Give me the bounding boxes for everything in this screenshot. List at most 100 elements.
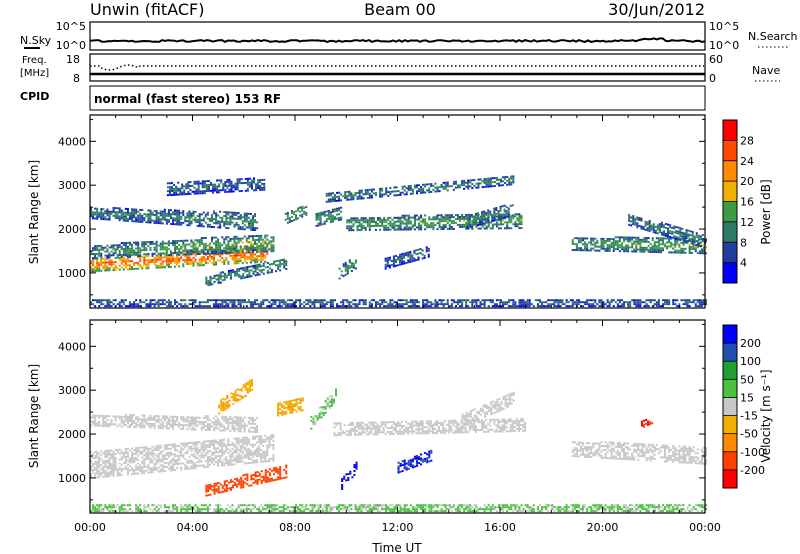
heatmap-cell	[114, 466, 117, 469]
heatmap-cell	[407, 301, 410, 304]
heatmap-cell	[149, 471, 152, 474]
heatmap-cell	[172, 223, 175, 226]
heatmap-cell	[461, 214, 464, 216]
heatmap-cell	[184, 464, 187, 467]
heatmap-cell	[536, 305, 539, 308]
heatmap-cell	[194, 218, 197, 221]
heatmap-cell	[236, 274, 239, 277]
heatmap-cell	[94, 462, 97, 465]
heatmap-cell	[141, 265, 144, 268]
heatmap-cell	[139, 464, 142, 467]
heatmap-cell	[126, 258, 129, 261]
heatmap-cell	[122, 251, 125, 254]
heatmap-cell	[448, 218, 451, 221]
heatmap-cell	[180, 251, 183, 254]
heatmap-cell	[370, 196, 373, 199]
heatmap-cell	[409, 186, 412, 189]
heatmap-cell	[200, 454, 203, 457]
heatmap-cell	[506, 223, 509, 226]
heatmap-cell	[487, 179, 490, 182]
heatmap-cell	[379, 228, 382, 231]
heatmap-cell	[194, 239, 197, 242]
heatmap-cell	[208, 440, 211, 443]
heatmap-cell	[128, 449, 131, 452]
heatmap-cell	[245, 444, 248, 447]
heatmap-cell	[418, 184, 421, 187]
heatmap-cell	[700, 299, 703, 302]
heatmap-cell	[213, 226, 216, 229]
heatmap-cell	[147, 467, 150, 470]
heatmap-cell	[131, 303, 134, 306]
heatmap-cell	[475, 225, 478, 228]
heatmap-cell	[633, 299, 636, 302]
heatmap-cell	[467, 221, 470, 224]
heatmap-cell	[693, 239, 696, 242]
heatmap-cell	[120, 305, 123, 308]
heatmap-cell	[485, 227, 488, 230]
heatmap-cell	[698, 301, 701, 304]
heatmap-cell	[442, 220, 445, 223]
heatmap-cell	[210, 459, 213, 462]
heatmap-cell	[469, 179, 472, 182]
heatmap-cell	[500, 305, 503, 308]
heatmap-cell	[244, 270, 247, 273]
heatmap-cell	[196, 251, 199, 254]
heatmap-cell	[413, 218, 416, 221]
heatmap-cell	[219, 224, 222, 227]
heatmap-cell	[163, 470, 166, 472]
heatmap-cell	[479, 227, 482, 230]
heatmap-cell	[200, 301, 203, 304]
heatmap-cell	[682, 303, 685, 306]
heatmap-cell	[172, 217, 175, 220]
heatmap-cell	[596, 303, 599, 306]
heatmap-cell	[98, 476, 101, 479]
heatmap-cell	[104, 261, 107, 264]
heatmap-cell	[383, 218, 386, 221]
heatmap-cell	[415, 192, 418, 195]
heatmap-cell	[147, 447, 150, 450]
heatmap-cell	[325, 194, 328, 197]
heatmap-cell	[319, 223, 322, 226]
heatmap-cell	[301, 207, 304, 210]
heatmap-cell	[243, 214, 246, 217]
heatmap-cell	[196, 249, 199, 252]
heatmap-cell	[478, 221, 482, 224]
heatmap-cell	[358, 191, 361, 194]
heatmap-cell	[178, 251, 181, 254]
heatmap-cell	[528, 301, 531, 304]
heatmap-cell	[690, 246, 693, 248]
heatmap-cell	[327, 301, 330, 304]
heatmap-cell	[238, 178, 241, 181]
heatmap-cell	[465, 299, 468, 302]
heatmap-cell	[487, 181, 490, 184]
heatmap-cell	[145, 469, 148, 472]
heatmap-cell	[251, 247, 254, 249]
heatmap-cell	[403, 256, 406, 259]
heatmap-cell	[379, 305, 382, 308]
heatmap-cell	[508, 181, 511, 184]
heatmap-cell	[495, 305, 498, 308]
heatmap-cell	[246, 181, 249, 184]
heatmap-cell	[149, 217, 152, 220]
heatmap-cell	[352, 264, 355, 267]
heatmap-cell	[254, 270, 257, 273]
heatmap-cell	[329, 215, 332, 218]
heatmap-cell	[182, 448, 185, 451]
heatmap-cell	[652, 225, 655, 228]
heatmap-cell	[336, 195, 339, 198]
heatmap-cell	[256, 272, 259, 274]
heatmap-cell	[394, 260, 397, 263]
heatmap-cell	[232, 186, 235, 189]
heatmap-cell	[391, 218, 394, 221]
heatmap-cell	[247, 442, 250, 445]
heatmap-cell	[333, 218, 336, 221]
heatmap-cell	[213, 210, 216, 213]
heatmap-cell	[196, 264, 199, 267]
heatmap-cell	[508, 227, 511, 230]
heatmap-cell	[137, 261, 140, 264]
heatmap-cell	[659, 239, 662, 242]
heatmap-cell	[442, 187, 445, 190]
heatmap-cell	[649, 248, 652, 251]
heatmap-cell	[135, 449, 138, 452]
heatmap-cell	[311, 301, 314, 304]
